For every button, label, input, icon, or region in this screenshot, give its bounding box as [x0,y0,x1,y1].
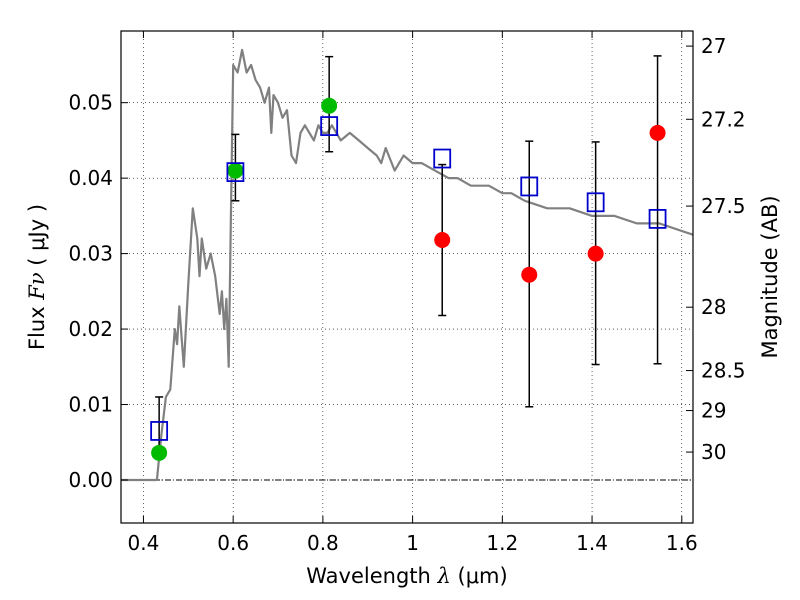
data-point [434,232,451,249]
x-tick-label: 1.2 [486,531,518,555]
plot-frame [120,30,694,524]
y-tick-label: 0.01 [68,393,113,417]
data-point [151,444,168,461]
model-photometry-square [520,176,539,197]
model-photometry-square [320,116,339,136]
axis-ticks: 0.4 0.6 0.8 1 1.2 1.4 1.6 0.00 0.01 0.02 0.03 0.04 0… [68,31,746,555]
data-point [649,124,666,141]
data-point [227,162,244,179]
x-tick-label: 1 [406,531,419,555]
data-markers [150,97,667,461]
magnitude-tick-label: 27 [701,34,726,58]
y-tick-label: 0.03 [68,242,113,266]
x-tick-label: 0.4 [128,531,160,555]
x-tick-label: 0.6 [217,531,249,555]
magnitude-axis-label: Magnitude (AB) [758,195,782,358]
magnitude-tick-label: 28 [701,295,726,319]
magnitude-tick-label: 27.5 [701,194,746,218]
model-photometry-square [586,192,605,213]
magnitude-tick-label: 28.5 [701,359,746,383]
model-photometry-square [648,208,667,229]
magnitude-tick-label: 29 [701,399,726,423]
y-tick-label: 0.02 [68,317,113,341]
y-tick-label: 0.04 [68,166,113,190]
plot-background [121,31,693,523]
y-axis-label: Flux Fν ( μJy ) [25,204,49,350]
data-point [587,245,604,262]
magnitude-tick-label: 30 [701,440,726,464]
x-tick-label: 1.4 [576,531,608,555]
model-spectrum-line [121,48,694,482]
data-point [521,266,538,283]
model-photometry-square [150,421,169,441]
model-photometry-square [433,148,452,169]
data-point [321,97,338,114]
model-spectrum [121,48,694,482]
magnitude-tick-label: 27.2 [701,107,746,131]
y-tick-label: 0.05 [68,91,113,115]
y-tick-label: 0.00 [68,468,113,492]
model-photometry-square [226,162,245,183]
x-tick-label: 0.8 [307,531,339,555]
x-tick-label: 1.6 [666,531,698,555]
x-axis-label: Wavelength λ (μm) [306,564,507,588]
